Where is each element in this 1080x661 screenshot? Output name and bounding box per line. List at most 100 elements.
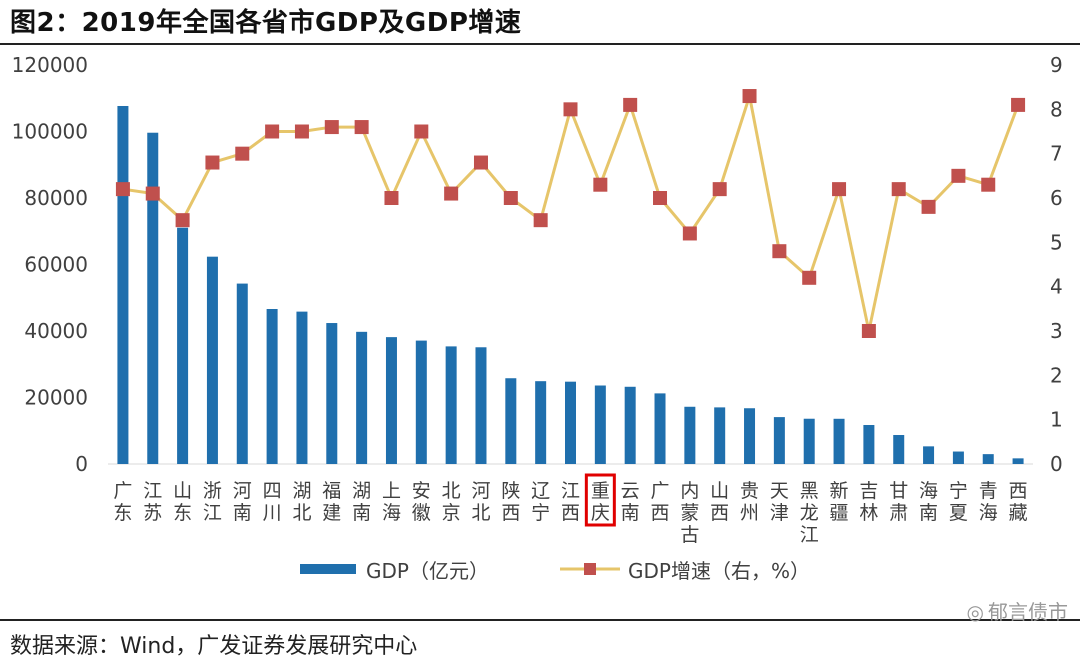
category-label: 西 [710, 502, 729, 524]
gdp-bar [415, 340, 427, 464]
right-axis-tick: 8 [1050, 97, 1063, 121]
category-label: 湖 [292, 480, 311, 502]
category-label: 南 [233, 502, 252, 524]
gdp-bar [266, 309, 278, 464]
gdp-bar [117, 105, 129, 464]
growth-marker [533, 213, 548, 228]
legend-growth-label: GDP增速（右，%） [628, 559, 810, 583]
gdp-bar [654, 393, 666, 464]
growth-marker [384, 191, 399, 205]
category-label: 四 [263, 480, 282, 502]
gdp-bar [744, 408, 756, 464]
gdp-bar [535, 381, 547, 464]
growth-marker [473, 155, 488, 170]
growth-marker [444, 186, 459, 201]
gdp-bar [1012, 458, 1024, 464]
left-axis-tick: 80000 [24, 186, 88, 210]
growth-marker [921, 199, 936, 214]
category-label: 西 [561, 502, 580, 524]
category-label: 津 [770, 502, 789, 524]
right-axis-tick: 2 [1050, 363, 1063, 387]
right-axis-ticks: 0 1 2 3 4 5 6 7 8 9 [1050, 53, 1063, 476]
category-label: 内 [680, 480, 699, 502]
right-axis-tick: 5 [1050, 230, 1063, 254]
growth-marker [294, 124, 309, 139]
category-label: 湖 [352, 480, 371, 502]
growth-marker [891, 182, 906, 197]
category-label: 西 [1009, 480, 1028, 502]
footer-divider [0, 619, 1080, 621]
wechat-icon: ◎ [966, 600, 984, 624]
category-label: 陕 [501, 480, 520, 502]
category-label: 河 [233, 480, 252, 502]
right-axis-tick: 1 [1050, 408, 1063, 432]
growth-marker [205, 155, 220, 170]
category-label: 吉 [859, 480, 878, 502]
category-label: 贵 [740, 480, 759, 502]
category-label: 山 [710, 480, 729, 502]
category-label: 重 [591, 480, 610, 502]
category-label: 南 [621, 502, 640, 524]
growth-marker [772, 244, 787, 259]
category-label: 南 [919, 502, 938, 524]
category-label: 林 [859, 502, 878, 524]
growth-marker [712, 182, 727, 197]
watermark-text: 郁言债市 [988, 600, 1068, 624]
gdp-bar [565, 381, 576, 464]
gdp-bar [385, 337, 397, 464]
category-label: 肃 [889, 502, 908, 524]
right-axis-tick: 6 [1050, 186, 1063, 210]
growth-marker [145, 186, 160, 201]
gdp-bar [445, 346, 457, 464]
legend-gdp-swatch [300, 564, 356, 574]
gdp-bar [714, 407, 726, 464]
right-axis-tick: 9 [1050, 53, 1063, 77]
category-label: 上 [382, 480, 401, 502]
category-label: 黑 [800, 480, 819, 502]
right-axis-tick: 7 [1050, 142, 1063, 166]
category-label: 夏 [949, 502, 968, 524]
growth-marker [623, 97, 638, 112]
category-label: 安 [412, 480, 431, 502]
title-divider [0, 43, 1080, 45]
category-label: 江 [203, 502, 222, 524]
gdp-bar [803, 418, 815, 464]
category-label: 福 [322, 480, 341, 502]
growth-marker [265, 124, 280, 139]
right-axis-tick: 0 [1050, 452, 1063, 476]
growth-marker [235, 146, 250, 161]
category-label: 苏 [143, 502, 162, 524]
category-label: 海 [919, 480, 938, 502]
category-label: 北 [292, 502, 311, 524]
gdp-bar [684, 406, 696, 464]
gdp-bar [863, 425, 875, 464]
category-label: 徽 [412, 502, 431, 524]
category-label: 广 [113, 480, 132, 502]
growth-marker [324, 120, 339, 135]
category-label: 宁 [531, 502, 550, 524]
source-note: 数据来源：Wind，广发证券发展研究中心 [10, 634, 418, 659]
category-label: 疆 [830, 502, 849, 524]
category-label: 新 [830, 480, 849, 502]
gdp-bar [833, 418, 845, 464]
growth-marker [593, 177, 608, 192]
category-label: 云 [621, 480, 640, 502]
growth-marker [1011, 97, 1026, 112]
category-label: 建 [322, 502, 341, 524]
left-axis-tick: 60000 [24, 253, 88, 277]
category-label: 浙 [203, 480, 222, 502]
category-label: 天 [770, 480, 789, 502]
left-axis-tick: 20000 [24, 386, 88, 410]
category-label: 江 [143, 480, 162, 502]
growth-marker [832, 182, 847, 197]
watermark: ◎ 郁言债市 [967, 596, 1068, 625]
gdp-bar [624, 386, 636, 464]
category-label: 龙 [800, 502, 819, 524]
growth-marker [563, 102, 578, 117]
category-label: 东 [113, 502, 132, 524]
legend-gdp-label: GDP（亿元） [366, 559, 489, 583]
chart-title: 图2：2019年全国各省市GDP及GDP增速 [10, 8, 522, 38]
category-label: 海 [979, 502, 998, 524]
growth-marker [742, 89, 757, 104]
gdp-bar [594, 385, 606, 464]
